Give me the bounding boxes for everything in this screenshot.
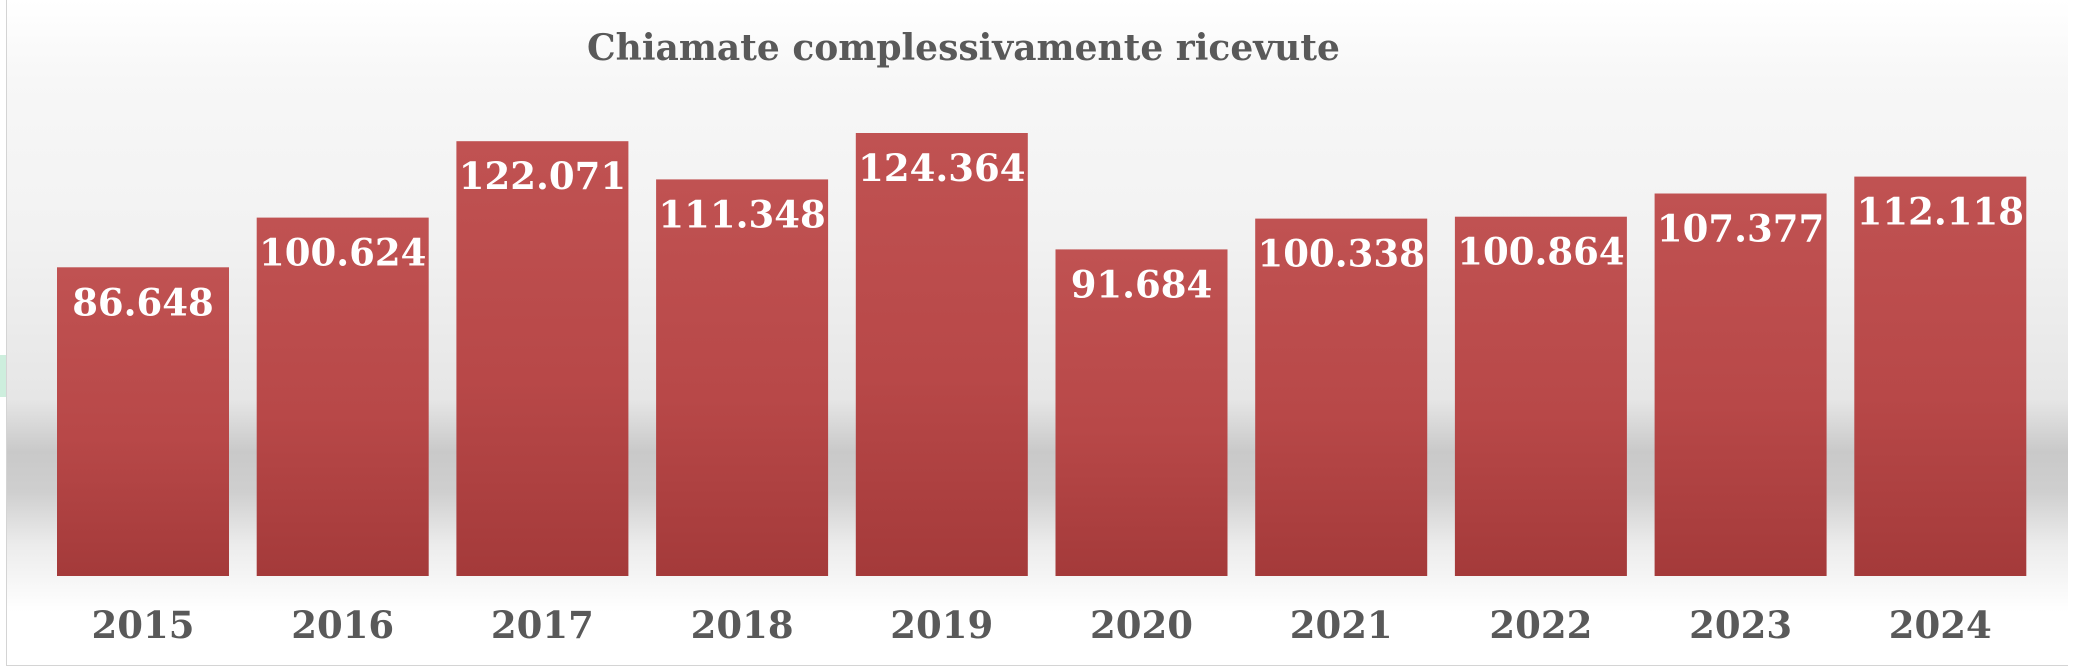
value-label-2015: 86.648 xyxy=(72,280,214,324)
bar-chart: Chiamate complessivamente ricevute 86.64… xyxy=(57,27,2027,647)
x-tick-2022: 2022 xyxy=(1489,603,1592,647)
left-edge-tint xyxy=(0,355,6,397)
x-tick-2024: 2024 xyxy=(1889,603,1992,647)
x-tick-2021: 2021 xyxy=(1290,603,1393,647)
bar-2015 xyxy=(57,267,229,576)
value-label-2021: 100.338 xyxy=(1258,232,1425,276)
bars-group xyxy=(57,133,2027,576)
value-label-2018: 111.348 xyxy=(658,192,825,236)
value-label-2023: 107.377 xyxy=(1657,207,1824,251)
chart-title: Chiamate complessivamente ricevute xyxy=(587,27,1340,69)
x-tick-2019: 2019 xyxy=(890,603,993,647)
bar-2016 xyxy=(256,217,429,576)
bar-2018 xyxy=(656,179,829,576)
value-labels-group: 86.648 100.624 122.071 111.348 124.364 91.684… xyxy=(72,146,2024,324)
bar-2023 xyxy=(1654,193,1827,576)
value-label-2020: 91.684 xyxy=(1071,262,1213,306)
bar-2020 xyxy=(1055,249,1228,576)
value-label-2022: 100.864 xyxy=(1457,230,1624,274)
value-label-2024: 112.118 xyxy=(1857,190,2024,234)
bar-2017 xyxy=(456,141,629,576)
bar-2024 xyxy=(1854,176,2027,576)
chart-frame: Chiamate complessivamente ricevute 86.64… xyxy=(6,0,2068,666)
bar-2019 xyxy=(855,133,1028,576)
x-tick-2015: 2015 xyxy=(92,603,195,647)
x-axis-tick-labels: 2015 2016 2017 2018 2019 2020 2021 2022 2023 2024 xyxy=(92,603,1992,647)
value-label-2016: 100.624 xyxy=(259,231,426,275)
x-tick-2020: 2020 xyxy=(1090,603,1193,647)
value-label-2017: 122.071 xyxy=(459,154,626,198)
x-tick-2017: 2017 xyxy=(491,603,594,647)
x-tick-2018: 2018 xyxy=(691,603,794,647)
x-tick-2016: 2016 xyxy=(291,603,394,647)
bar-2021 xyxy=(1255,218,1428,576)
value-label-2019: 124.364 xyxy=(858,146,1025,190)
x-tick-2023: 2023 xyxy=(1689,603,1792,647)
bar-2022 xyxy=(1454,216,1627,576)
